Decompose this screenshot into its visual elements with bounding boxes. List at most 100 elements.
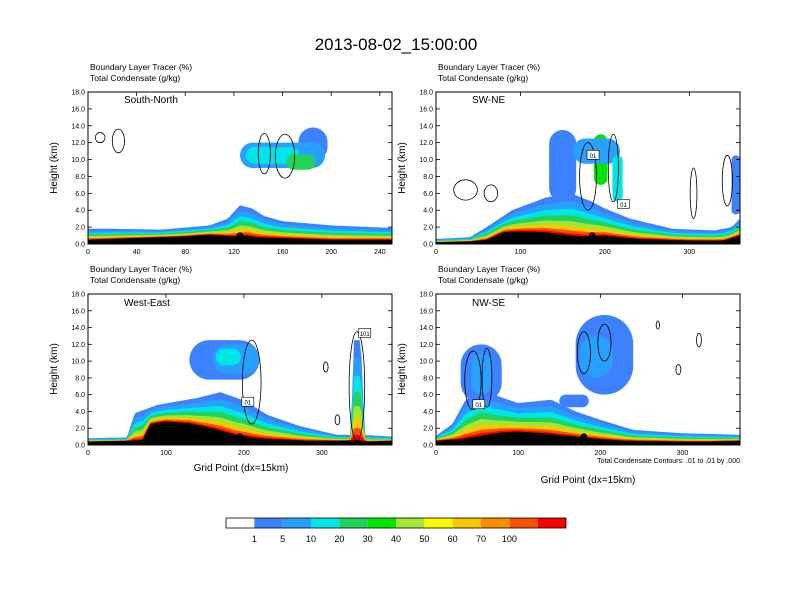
y-tick-label: 12.0	[71, 140, 85, 147]
y-tick-label: 4.0	[75, 208, 85, 215]
tracer-plume	[612, 155, 623, 202]
x-tick-label: 0	[86, 450, 90, 457]
condensate-contour	[111, 128, 125, 154]
y-tick-label: 0.0	[75, 242, 85, 249]
y-axis-label: Height (km)	[397, 142, 408, 194]
colorbar-label: 60	[448, 534, 458, 544]
terrain	[436, 431, 740, 445]
colorbar-swatch	[282, 518, 311, 528]
x-tick-label: 200	[238, 450, 250, 457]
colorbar-label: 40	[391, 534, 401, 544]
y-tick-label: 4.0	[75, 409, 85, 416]
terrain	[436, 231, 740, 244]
condensate-contour	[257, 132, 271, 175]
condensate-contour	[94, 132, 106, 144]
contour-label: 01	[620, 203, 627, 209]
panel-label: NW-SE	[472, 298, 505, 309]
colorbar-swatch	[452, 518, 481, 528]
figure-title: 2013-08-02_15:00:00	[315, 35, 478, 54]
x-tick-label: 40	[133, 249, 141, 256]
x-axis-label: Grid Point (dx=15km)	[541, 475, 636, 486]
condensate-contour	[607, 133, 619, 203]
site-marker	[236, 433, 244, 440]
colorbar-label: 10	[306, 534, 316, 544]
y-tick-label: 16.0	[419, 106, 433, 113]
x-tick-label: 160	[277, 249, 289, 256]
y-tick-label: 18.0	[71, 90, 85, 97]
plot-content: 01	[436, 314, 740, 445]
colorbar-swatch	[311, 518, 340, 528]
y-axis-label: Height (km)	[49, 343, 60, 395]
y-tick-label: 6.0	[75, 191, 85, 198]
plot-area: 01 0.0 2.0 4.0 6.0 8.0 10.0 12.0 14.0 16.0 18.0 0 10…	[419, 292, 741, 457]
tracer-plume	[549, 130, 577, 202]
tracer-plume	[579, 335, 613, 378]
y-tick-label: 4.0	[423, 208, 433, 215]
y-tick-label: 18.0	[419, 292, 433, 299]
condensate-contour	[464, 350, 482, 411]
y-tick-label: 2.0	[75, 225, 85, 232]
x-tick-label: 200	[325, 249, 337, 256]
colorbar-label: 50	[419, 534, 429, 544]
y-tick-label: 6.0	[75, 392, 85, 399]
y-tick-label: 10.0	[71, 157, 85, 164]
x-tick-label: 300	[677, 450, 689, 457]
y-tick-label: 14.0	[419, 325, 433, 332]
x-tick-label: 0	[434, 249, 438, 256]
y-tick-label: 8.0	[423, 375, 433, 382]
y-tick-label: 4.0	[423, 409, 433, 416]
x-tick-label: 120	[228, 249, 240, 256]
tracer-plume	[246, 146, 300, 164]
x-tick-label: 200	[599, 249, 611, 256]
y-tick-label: 10.0	[419, 359, 433, 366]
plot-area: 01 101 0.0 2.0 4.0 6.0 8.0 10.0 12.0 14.0 16.0 18.0…	[71, 292, 393, 457]
colorbar-label: 100	[502, 534, 517, 544]
contour-label-box	[241, 396, 255, 407]
y-tick-label: 2.0	[423, 426, 433, 433]
colorbar-swatch	[339, 518, 368, 528]
condensate-contour	[689, 167, 698, 220]
y-tick-label: 18.0	[71, 292, 85, 299]
colorbar-swatch	[537, 518, 566, 528]
colorbar-label: 30	[363, 534, 373, 544]
plot-frame	[435, 91, 741, 245]
plot-content	[88, 127, 392, 244]
y-tick-label: 16.0	[419, 308, 433, 315]
contour-label-box	[586, 150, 600, 160]
colorbar-label: 5	[280, 534, 285, 544]
panel-header-line2: Total Condensate (g/kg)	[90, 275, 180, 285]
panel-header-line1: Boundary Layer Tracer (%)	[90, 264, 192, 274]
y-tick-label: 16.0	[71, 308, 85, 315]
colorbar-swatch	[396, 518, 425, 528]
panel-south-north: Boundary Layer Tracer (%) Total Condensa…	[49, 62, 393, 256]
y-axis-label: Height (km)	[49, 142, 60, 194]
condensate-contour	[348, 331, 366, 442]
contour-label: 01	[590, 154, 597, 160]
panel-west-east: Boundary Layer Tracer (%) Total Condensa…	[49, 264, 393, 474]
contour-label: 01	[244, 401, 251, 407]
condensate-contour	[579, 142, 597, 211]
panel-sw-ne: Boundary Layer Tracer (%) Total Condensa…	[397, 62, 741, 256]
x-tick-label: 100	[512, 450, 524, 457]
x-tick-label: 0	[86, 249, 90, 256]
y-tick-label: 0.0	[75, 443, 85, 450]
x-tick-label: 100	[515, 249, 527, 256]
y-tick-label: 14.0	[71, 325, 85, 332]
colorbar-label: 20	[334, 534, 344, 544]
x-tick-label: 0	[434, 450, 438, 457]
y-tick-label: 12.0	[419, 140, 433, 147]
y-tick-label: 2.0	[423, 225, 433, 232]
y-tick-label: 0.0	[423, 443, 433, 450]
site-marker	[580, 433, 588, 440]
terrain	[88, 234, 392, 244]
condensate-contour	[655, 320, 660, 330]
condensate-contour	[274, 133, 296, 179]
plot-content: 01 01	[436, 130, 740, 244]
contour-label-box	[617, 199, 630, 209]
condensate-contour	[721, 154, 733, 207]
x-tick-label: 100	[160, 450, 172, 457]
condensate-contour	[241, 339, 262, 425]
contour-label: 101	[360, 332, 371, 338]
x-axis-label: Grid Point (dx=15km)	[194, 463, 289, 474]
